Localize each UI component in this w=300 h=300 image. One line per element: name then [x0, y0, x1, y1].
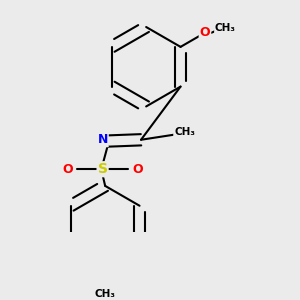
Text: S: S [98, 162, 108, 176]
Text: O: O [200, 26, 210, 39]
Text: N: N [98, 133, 108, 146]
Text: CH₃: CH₃ [95, 289, 116, 298]
Text: O: O [132, 163, 142, 176]
Text: CH₃: CH₃ [215, 23, 236, 33]
Text: O: O [63, 163, 73, 176]
Text: CH₃: CH₃ [174, 127, 195, 137]
